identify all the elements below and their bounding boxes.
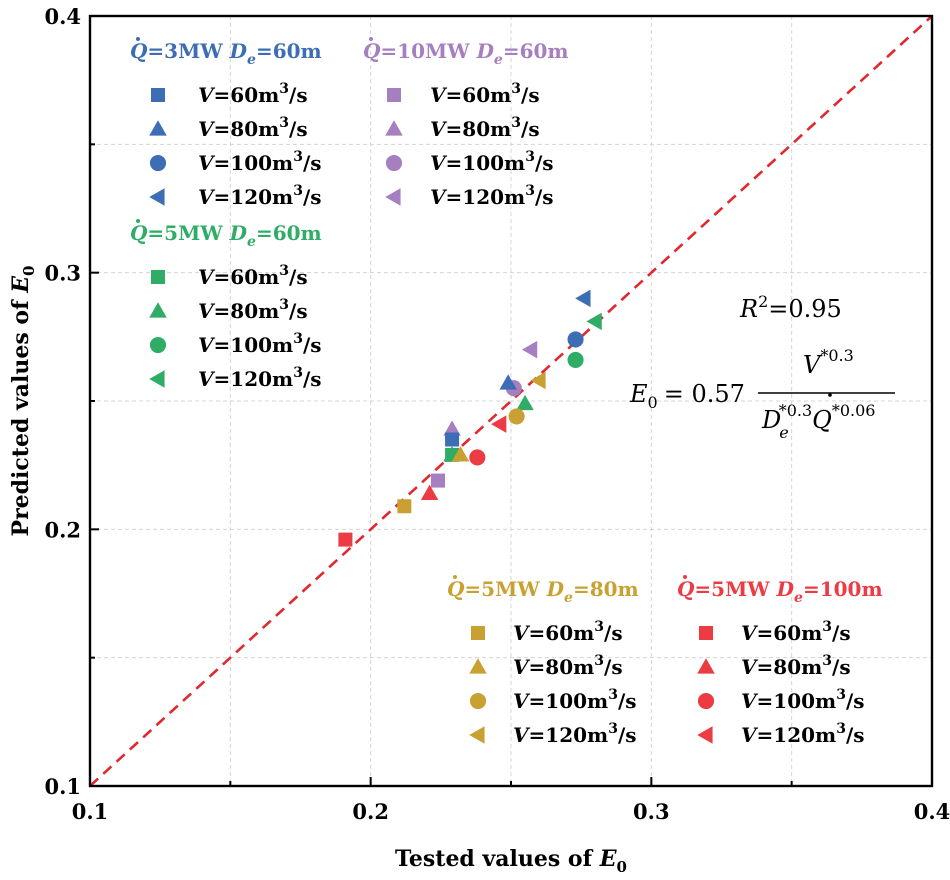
legend-entry-label: V=60m3/s <box>198 263 308 289</box>
data-point-square <box>397 499 412 514</box>
x-tick-label: 0.3 <box>633 799 670 824</box>
legend-group-title: Q=5MW De=100m <box>677 577 883 606</box>
legend-entry-label: V=80m3/s <box>430 115 540 141</box>
legend-q-dot <box>136 219 140 223</box>
legend-q-dot <box>136 37 140 41</box>
formula-lhs: E0 = 0.57 <box>629 380 745 412</box>
legend-marker-circle <box>149 336 167 354</box>
legend-group: Q=10MW De=60m V=60m3/s V=80m3/s V=100m3/s V=… <box>363 37 569 209</box>
y-tick-label: 0.1 <box>44 774 81 799</box>
legend-entry-label: V=80m3/s <box>198 297 308 323</box>
legend-q-dot <box>683 575 687 579</box>
data-point-left-triangle <box>530 371 546 390</box>
legend-marker-left-triangle <box>149 188 165 206</box>
reference-line-y-equals-x <box>89 15 933 787</box>
legend-marker-triangle <box>697 658 715 674</box>
data-point-circle <box>469 449 486 466</box>
legend-entry-label: V=60m3/s <box>198 81 308 107</box>
formula-q-dot <box>828 393 832 397</box>
data-points <box>338 289 602 547</box>
legend: Q=5MW De=60m V=60m3/s V=80m3/s V=100m3/s V=1… <box>130 37 883 747</box>
y-tick-label: 0.3 <box>44 261 81 286</box>
legend-entry-label: V=100m3/s <box>513 687 637 713</box>
legend-group-title: Q=3MW De=60m <box>130 39 322 68</box>
data-point-circle <box>508 408 525 425</box>
legend-group-title: Q=10MW De=60m <box>363 39 569 68</box>
data-point-square <box>431 473 446 488</box>
legend-marker-square <box>151 270 165 284</box>
grid-lines <box>90 16 932 786</box>
data-point-triangle <box>499 374 517 390</box>
data-point-square <box>445 432 460 447</box>
data-point-triangle <box>451 446 470 462</box>
y-tick-label: 0.2 <box>44 517 81 542</box>
data-point-square <box>338 532 353 547</box>
legend-entry-label: V=60m3/s <box>741 619 851 645</box>
data-point-left-triangle <box>575 289 591 308</box>
legend-marker-triangle <box>149 120 167 136</box>
legend-marker-left-triangle <box>385 188 401 206</box>
legend-entry-label: V=80m3/s <box>741 653 851 679</box>
legend-marker-left-triangle <box>697 726 713 744</box>
legend-entry-label: V=100m3/s <box>198 331 322 357</box>
legend-group: Q=5MW De=80m V=60m3/s V=80m3/s V=100m3/s V=1… <box>447 575 639 747</box>
r-squared-label: R2=0.95 <box>739 292 842 323</box>
legend-entry-label: V=60m3/s <box>430 81 540 107</box>
legend-entry-label: V=100m3/s <box>741 687 865 713</box>
data-point-circle <box>567 331 584 348</box>
legend-entry-label: V=100m3/s <box>430 149 554 175</box>
legend-entry-label: V=120m3/s <box>741 721 865 747</box>
legend-marker-square <box>151 88 165 102</box>
axis-ticks: 0.1 0.2 0.3 0.4 0.1 0.2 0.3 0.4 <box>44 4 950 824</box>
data-point-triangle <box>420 484 439 500</box>
legend-marker-triangle <box>149 302 167 318</box>
data-point-left-triangle <box>586 312 602 331</box>
legend-group: Q=3MW De=60m V=60m3/s V=80m3/s V=100m3/s V=1… <box>130 37 322 209</box>
x-axis-title: Tested values of E0 <box>395 846 627 876</box>
legend-entry-label: V=80m3/s <box>513 653 623 679</box>
legend-group: Q=5MW De=100m V=60m3/s V=80m3/s V=100m3/s V=… <box>677 575 883 747</box>
legend-marker-circle <box>697 692 715 710</box>
legend-q-dot <box>369 37 373 41</box>
legend-entry-label: V=100m3/s <box>198 149 322 175</box>
legend-marker-left-triangle <box>149 370 165 388</box>
legend-entry-label: V=120m3/s <box>198 183 322 209</box>
legend-marker-triangle <box>469 658 487 674</box>
legend-marker-triangle <box>385 120 403 136</box>
x-tick-label: 0.4 <box>914 799 950 824</box>
legend-q-dot <box>453 575 457 579</box>
legend-group-title: Q=5MW De=60m <box>130 221 322 250</box>
legend-entry-label: V=80m3/s <box>198 115 308 141</box>
data-point-left-triangle <box>491 415 507 433</box>
x-tick-label: 0.2 <box>352 799 389 824</box>
formula-numerator: V*0.3 <box>803 346 854 379</box>
legend-entry-label: V=120m3/s <box>198 365 322 391</box>
legend-group: Q=5MW De=60m V=60m3/s V=80m3/s V=100m3/s V=1… <box>130 219 322 391</box>
legend-marker-left-triangle <box>469 726 485 744</box>
legend-marker-circle <box>385 154 403 172</box>
data-point-circle <box>567 351 584 368</box>
y-tick-label: 0.4 <box>44 4 81 29</box>
legend-marker-circle <box>469 692 487 710</box>
legend-marker-square <box>387 88 401 102</box>
fit-annotation: R2=0.95 E0 = 0.57 V*0.3 De*0.3Q*0.06 <box>629 292 895 442</box>
legend-entry-label: V=60m3/s <box>513 619 623 645</box>
legend-entry-label: V=120m3/s <box>430 183 554 209</box>
legend-marker-square <box>699 626 713 640</box>
formula-denominator: De*0.3Q*0.06 <box>761 401 875 442</box>
x-tick-label: 0.1 <box>72 799 109 824</box>
legend-marker-circle <box>149 154 167 172</box>
data-point-left-triangle <box>521 340 538 359</box>
data-point-triangle <box>516 394 534 411</box>
data-point-triangle <box>443 420 461 436</box>
legend-group-title: Q=5MW De=80m <box>447 577 639 606</box>
y-axis-title: Predicted values of E0 <box>8 266 38 537</box>
legend-marker-square <box>471 626 485 640</box>
legend-entry-label: V=120m3/s <box>513 721 637 747</box>
